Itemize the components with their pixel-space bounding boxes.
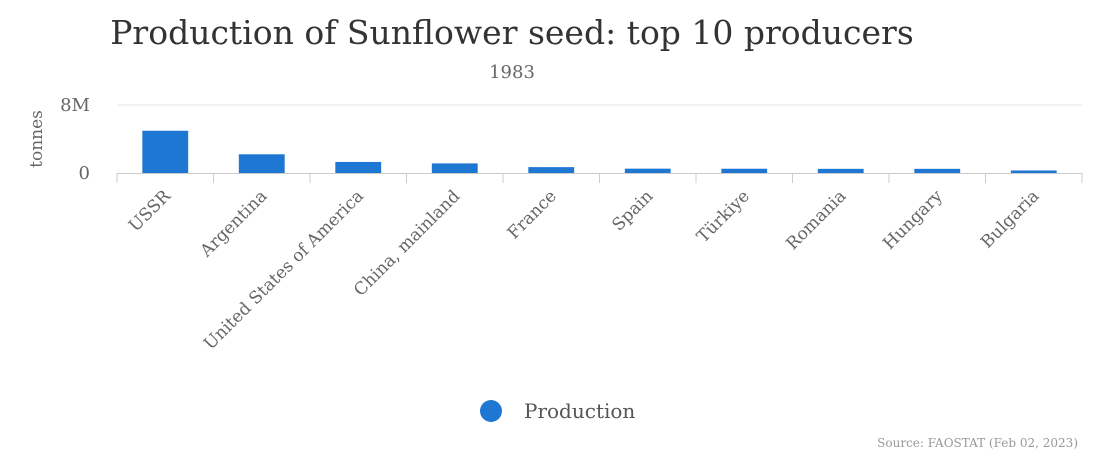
bar-6[interactable] bbox=[721, 168, 768, 173]
y-tick-label: 8M bbox=[60, 95, 90, 116]
bar-2[interactable] bbox=[335, 161, 382, 173]
bar-9[interactable] bbox=[1010, 170, 1057, 173]
chart-subtitle: 1983 bbox=[489, 62, 535, 83]
x-tick-label: France bbox=[504, 186, 561, 243]
bar-4[interactable] bbox=[528, 167, 575, 173]
x-tick-label: Hungary bbox=[879, 186, 947, 254]
legend[interactable]: Production bbox=[480, 399, 635, 423]
bar-7[interactable] bbox=[817, 168, 864, 173]
x-tick-label: Bulgaria bbox=[977, 186, 1043, 252]
bar-8[interactable] bbox=[914, 168, 961, 173]
y-axis-ticks: 0 8M bbox=[60, 95, 90, 184]
bar-3[interactable] bbox=[431, 163, 478, 173]
x-tick-label: USSR bbox=[125, 186, 175, 236]
bar-1[interactable] bbox=[238, 154, 285, 173]
x-axis-tick-marks bbox=[116, 173, 1083, 183]
x-tick-label: Argentina bbox=[196, 186, 271, 261]
bar-0[interactable] bbox=[142, 130, 189, 173]
x-tick-label: Türkiye bbox=[693, 186, 754, 247]
bar-5[interactable] bbox=[624, 168, 671, 173]
bars bbox=[142, 130, 1057, 173]
x-tick-label: Romania bbox=[783, 186, 851, 254]
y-axis-title: tonnes bbox=[27, 110, 47, 168]
chart-title: Production of Sunflower seed: top 10 pro… bbox=[110, 13, 914, 52]
legend-label-production[interactable]: Production bbox=[524, 399, 635, 423]
x-tick-label: United States of America bbox=[200, 186, 368, 354]
legend-marker[interactable] bbox=[480, 400, 502, 422]
y-tick-label: 0 bbox=[79, 163, 90, 184]
x-tick-label: China, mainland bbox=[350, 186, 464, 300]
source-credit: Source: FAOSTAT (Feb 02, 2023) bbox=[877, 436, 1078, 450]
x-tick-label: Spain bbox=[608, 186, 657, 235]
